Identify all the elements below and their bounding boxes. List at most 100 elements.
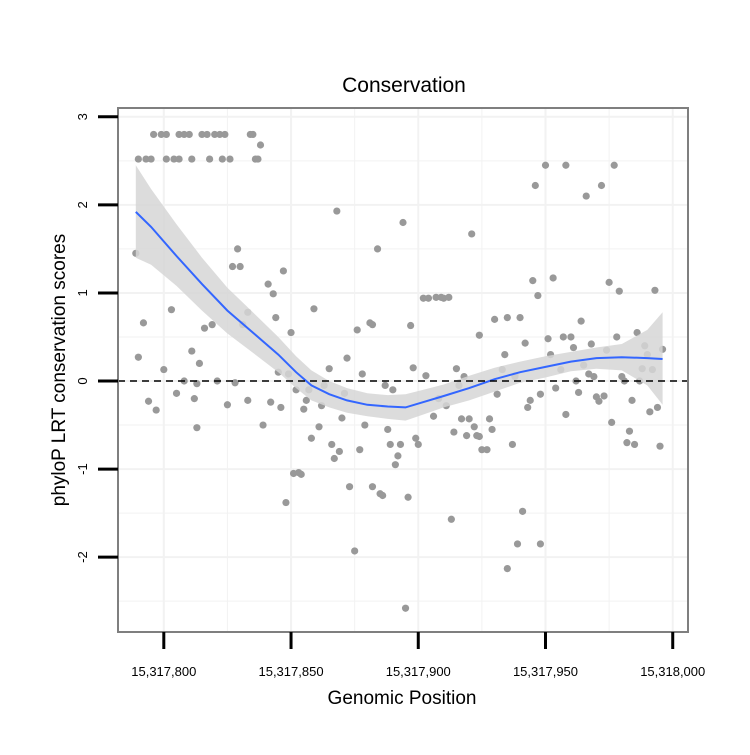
data-point (211, 130, 219, 139)
data-point (488, 425, 496, 434)
data-point (203, 130, 211, 139)
y-tick-label: 3 (75, 113, 90, 120)
data-point (330, 454, 338, 463)
y-tick-label: 0 (75, 377, 90, 384)
data-point (368, 321, 377, 329)
data-point (452, 365, 461, 373)
data-point (595, 397, 603, 405)
data-point (226, 155, 234, 163)
data-point (465, 415, 473, 423)
data-point (379, 491, 387, 500)
data-point (412, 434, 420, 442)
data-point (368, 483, 377, 491)
data-point (536, 540, 545, 548)
data-point (600, 392, 608, 400)
data-point (432, 293, 440, 301)
data-point (157, 130, 165, 139)
data-point (396, 440, 405, 449)
data-point (518, 507, 527, 515)
data-point (549, 274, 557, 282)
data-point (524, 403, 532, 412)
data-point (198, 130, 206, 139)
data-point (526, 396, 534, 404)
data-point (310, 305, 318, 313)
data-point (139, 319, 148, 327)
x-axis-label: Genomic Position (328, 688, 477, 709)
data-point (544, 335, 552, 343)
data-point (188, 155, 196, 163)
data-point (501, 350, 509, 359)
data-point (389, 386, 397, 394)
data-point (259, 421, 267, 429)
data-point (356, 446, 364, 454)
data-point (338, 414, 346, 422)
data-point (521, 339, 529, 347)
data-point (429, 412, 438, 420)
data-point (597, 181, 606, 190)
data-point (590, 373, 598, 381)
data-point (577, 317, 585, 325)
data-point (343, 354, 351, 362)
data-point (160, 365, 168, 374)
y-axis: -2 -1 0 1 2 3 (75, 113, 118, 563)
data-point (269, 290, 277, 298)
data-point (633, 328, 641, 337)
data-point (297, 470, 305, 478)
data-point (175, 130, 183, 139)
data-point (424, 294, 433, 302)
data-point (567, 333, 575, 341)
data-point (167, 306, 176, 314)
data-point (150, 130, 158, 139)
data-point (277, 403, 285, 412)
data-point (475, 432, 483, 441)
data-point (386, 440, 394, 449)
data-point (307, 434, 315, 442)
data-point (254, 155, 262, 163)
data-point (353, 326, 361, 334)
data-point (463, 432, 471, 440)
smooth-line (135, 211, 663, 409)
data-point (651, 286, 659, 294)
data-point (144, 397, 153, 405)
data-point (562, 410, 570, 419)
data-point (236, 262, 244, 271)
data-point (358, 370, 366, 378)
data-point (325, 365, 333, 373)
data-point (134, 155, 142, 163)
data-point (625, 427, 634, 435)
data-point (384, 425, 392, 434)
data-point (180, 130, 188, 139)
y-tick-label: 1 (75, 289, 90, 296)
x-tick-label: 15,318,000 (640, 664, 705, 679)
data-point (233, 245, 242, 253)
data-point (445, 293, 453, 301)
data-point (628, 396, 636, 404)
data-point (249, 130, 257, 139)
data-point (361, 421, 369, 429)
x-axis: 15,317,800 15,317,850 15,317,900 15,317,950… (131, 632, 705, 679)
data-point (468, 230, 476, 238)
data-point (328, 440, 336, 449)
data-point (623, 439, 631, 447)
data-point (193, 424, 201, 432)
data-point (152, 406, 160, 414)
data-point (391, 461, 399, 469)
data-point (582, 192, 590, 200)
data-point (381, 381, 389, 390)
data-point (221, 130, 229, 139)
data-point (300, 405, 308, 413)
data-point (345, 483, 354, 491)
plot-area: 15,317,800 15,317,850 15,317,900 15,317,950… (75, 107, 705, 679)
data-point (333, 207, 341, 215)
data-point (216, 130, 224, 139)
data-point (613, 333, 621, 341)
data-point (485, 415, 494, 423)
data-point (228, 262, 237, 271)
data-point (450, 428, 458, 436)
data-point (200, 324, 209, 332)
data-point (206, 155, 214, 163)
data-point (172, 389, 181, 397)
panel-border (117, 107, 689, 633)
